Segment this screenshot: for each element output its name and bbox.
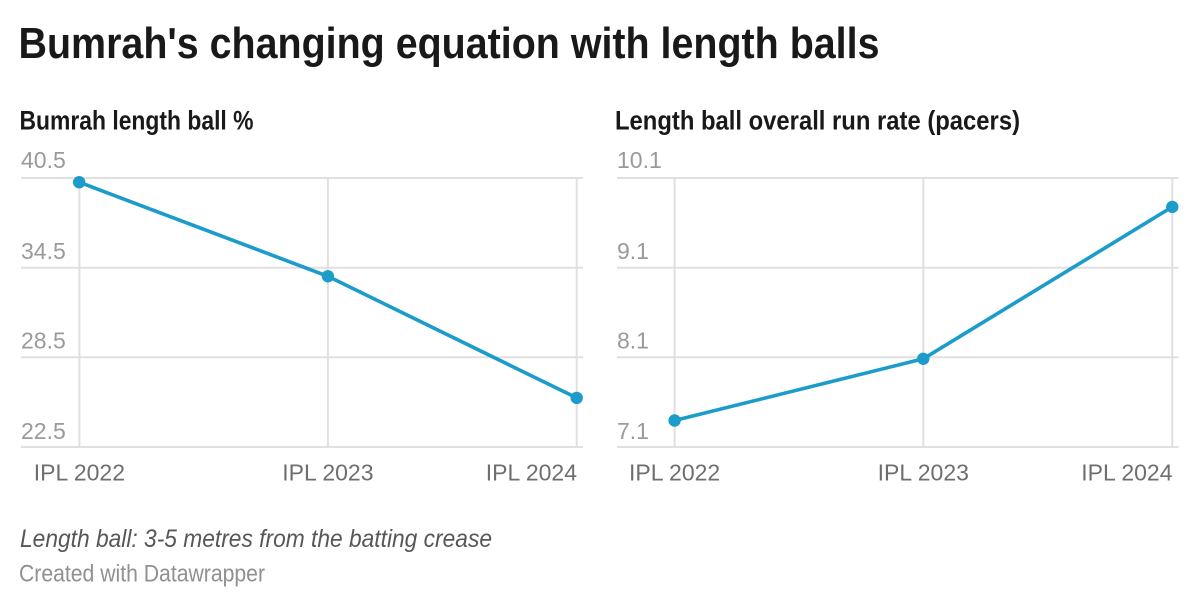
svg-text:7.1: 7.1 bbox=[617, 418, 649, 444]
svg-text:22.5: 22.5 bbox=[21, 418, 66, 444]
svg-text:Created with Datawrapper: Created with Datawrapper bbox=[19, 560, 265, 587]
svg-text:IPL 2023: IPL 2023 bbox=[282, 460, 373, 486]
svg-text:Bumrah length ball %: Bumrah length ball % bbox=[20, 106, 254, 136]
svg-text:IPL 2024: IPL 2024 bbox=[486, 460, 577, 486]
svg-text:8.1: 8.1 bbox=[617, 328, 649, 354]
svg-text:34.5: 34.5 bbox=[21, 238, 66, 264]
svg-text:IPL 2022: IPL 2022 bbox=[34, 460, 125, 486]
svg-text:IPL 2023: IPL 2023 bbox=[878, 460, 969, 486]
svg-text:Length ball overall run rate (: Length ball overall run rate (pacers) bbox=[615, 106, 1020, 136]
svg-text:28.5: 28.5 bbox=[21, 328, 66, 354]
svg-text:IPL 2024: IPL 2024 bbox=[1081, 460, 1172, 486]
svg-text:Bumrah's changing equation wit: Bumrah's changing equation with length b… bbox=[19, 19, 880, 68]
svg-text:IPL 2022: IPL 2022 bbox=[629, 460, 720, 486]
svg-text:Length ball: 3-5 metres from t: Length ball: 3-5 metres from the batting… bbox=[20, 525, 492, 553]
svg-text:40.5: 40.5 bbox=[21, 147, 66, 173]
svg-text:9.1: 9.1 bbox=[617, 238, 649, 264]
svg-text:10.1: 10.1 bbox=[617, 147, 662, 173]
